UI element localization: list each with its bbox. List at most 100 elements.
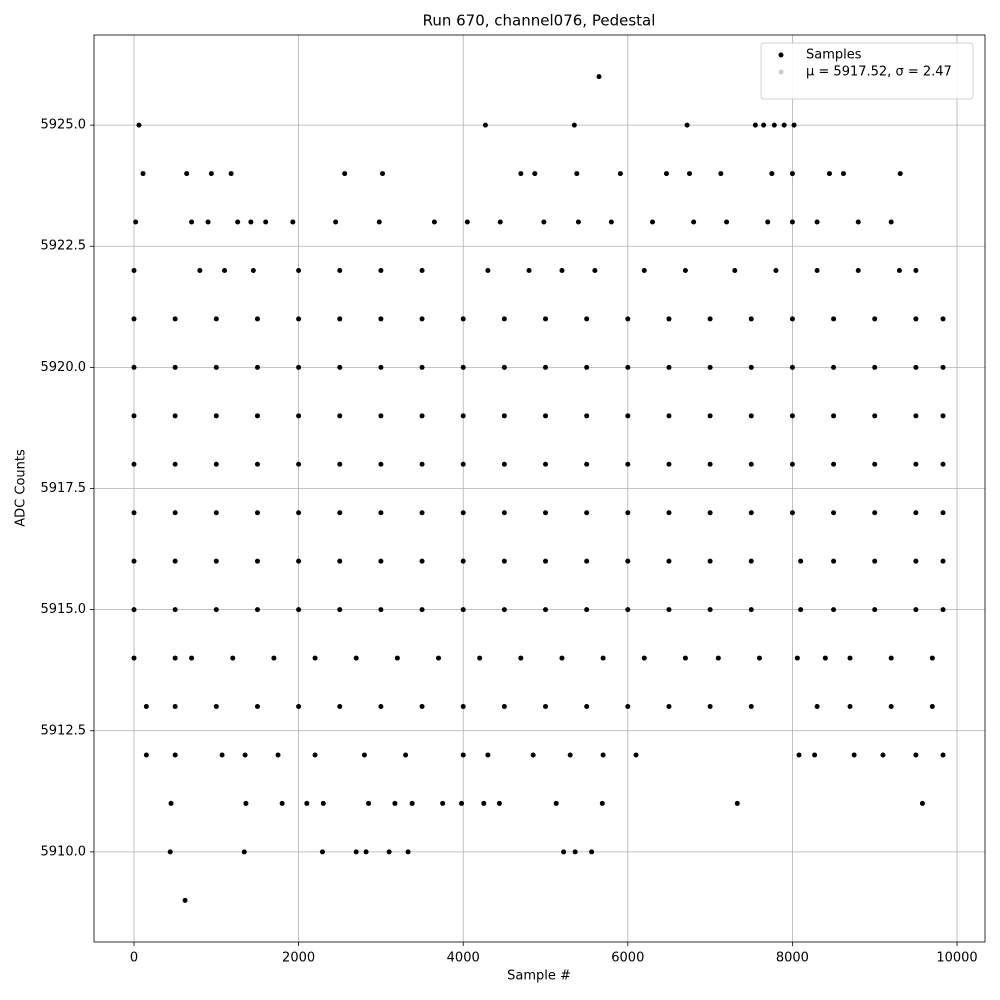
point (831, 364, 837, 370)
point (543, 413, 549, 419)
point (592, 267, 598, 273)
point (296, 413, 302, 419)
point (419, 364, 425, 370)
point (419, 461, 425, 467)
point (337, 558, 343, 564)
point (872, 558, 878, 564)
y-axis-label: ADC Counts (14, 449, 29, 527)
point (625, 316, 631, 322)
point (501, 316, 507, 322)
point (872, 607, 878, 613)
x-tick-label: 0 (130, 951, 138, 966)
point (625, 510, 631, 516)
point (812, 752, 818, 758)
point (296, 267, 302, 273)
point (748, 704, 754, 710)
point (167, 849, 173, 855)
point (756, 655, 762, 661)
point (131, 510, 137, 516)
point (337, 364, 343, 370)
point (213, 316, 219, 322)
point (584, 607, 590, 613)
point (518, 655, 524, 661)
point (337, 510, 343, 516)
y-tick-label: 5912.5 (41, 723, 87, 738)
point (143, 704, 149, 710)
point (855, 219, 861, 225)
point (394, 655, 400, 661)
point (213, 364, 219, 370)
point (337, 607, 343, 613)
point (235, 219, 241, 225)
point (687, 171, 693, 177)
y-tick-label: 5915.0 (41, 602, 87, 617)
point (501, 704, 507, 710)
point (666, 316, 672, 322)
point (485, 752, 491, 758)
point (732, 267, 738, 273)
point (896, 267, 902, 273)
point (541, 219, 547, 225)
point (748, 607, 754, 613)
point (840, 171, 846, 177)
point (296, 607, 302, 613)
point (913, 267, 919, 273)
point (641, 267, 647, 273)
point (296, 558, 302, 564)
point (460, 558, 466, 564)
point (172, 364, 178, 370)
point (781, 122, 787, 128)
point (543, 461, 549, 467)
point (296, 461, 302, 467)
point (748, 364, 754, 370)
point (526, 267, 532, 273)
point (707, 510, 713, 516)
point (940, 607, 946, 613)
point (596, 74, 602, 80)
point (312, 655, 318, 661)
point (296, 510, 302, 516)
point (913, 316, 919, 322)
point (584, 316, 590, 322)
point (460, 704, 466, 710)
point (789, 316, 795, 322)
point (172, 607, 178, 613)
point (241, 849, 247, 855)
point (561, 849, 567, 855)
legend: Samples μ = 5917.52, σ = 2.47 (760, 42, 974, 100)
point (378, 558, 384, 564)
point (222, 267, 228, 273)
point (485, 267, 491, 273)
point (133, 219, 139, 225)
point (666, 510, 672, 516)
point (378, 607, 384, 613)
point (378, 510, 384, 516)
point (353, 849, 359, 855)
point (459, 800, 465, 806)
point (771, 122, 777, 128)
point (798, 558, 804, 564)
point (337, 413, 343, 419)
point (460, 461, 466, 467)
point (333, 219, 339, 225)
point (707, 316, 713, 322)
point (851, 752, 857, 758)
y-tick-label: 5920.0 (41, 360, 87, 375)
point (172, 655, 178, 661)
point (814, 219, 820, 225)
point (748, 558, 754, 564)
point (460, 413, 466, 419)
point (361, 752, 367, 758)
point (600, 655, 606, 661)
point (140, 171, 146, 177)
point (584, 704, 590, 710)
point (600, 752, 606, 758)
legend-label: Samples (806, 48, 862, 63)
point (625, 461, 631, 467)
point (913, 510, 919, 516)
point (131, 461, 137, 467)
point (460, 752, 466, 758)
point (913, 461, 919, 467)
point (789, 364, 795, 370)
point (682, 655, 688, 661)
